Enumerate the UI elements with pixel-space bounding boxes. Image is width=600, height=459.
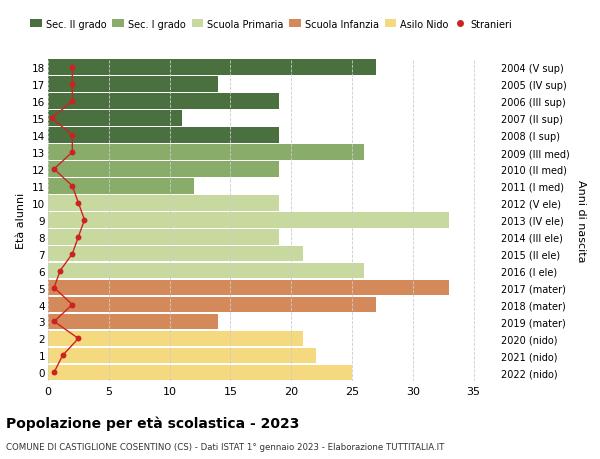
Y-axis label: Età alunni: Età alunni: [16, 192, 26, 248]
Point: [74, 335, 83, 342]
Bar: [48, 246, 304, 262]
Bar: [48, 196, 279, 211]
Bar: [48, 297, 376, 313]
Point: [68, 251, 77, 258]
Point: [58, 352, 67, 359]
Point: [68, 64, 77, 72]
Bar: [48, 348, 316, 364]
Bar: [48, 111, 182, 127]
Point: [74, 234, 83, 241]
Bar: [48, 213, 449, 228]
Point: [47, 115, 56, 123]
Text: COMUNE DI CASTIGLIONE COSENTINO (CS) - Dati ISTAT 1° gennaio 2023 - Elaborazione: COMUNE DI CASTIGLIONE COSENTINO (CS) - D…: [6, 442, 445, 451]
Bar: [48, 365, 352, 381]
Point: [68, 81, 77, 89]
Text: Popolazione per età scolastica - 2023: Popolazione per età scolastica - 2023: [6, 415, 299, 430]
Bar: [48, 331, 304, 347]
Bar: [48, 162, 279, 177]
Point: [49, 318, 59, 325]
Point: [49, 369, 59, 376]
Bar: [48, 314, 218, 330]
Point: [68, 183, 77, 190]
Point: [68, 149, 77, 157]
Point: [68, 98, 77, 106]
Legend: Sec. II grado, Sec. I grado, Scuola Primaria, Scuola Infanzia, Asilo Nido, Stran: Sec. II grado, Sec. I grado, Scuola Prim…: [31, 20, 512, 29]
Y-axis label: Anni di nascita: Anni di nascita: [576, 179, 586, 262]
Bar: [48, 128, 279, 144]
Bar: [48, 263, 364, 279]
Point: [68, 132, 77, 140]
Bar: [48, 145, 364, 161]
Point: [55, 268, 65, 275]
Bar: [48, 230, 279, 245]
Point: [74, 200, 83, 207]
Bar: [48, 179, 194, 194]
Bar: [48, 94, 279, 110]
Point: [49, 284, 59, 291]
Bar: [48, 60, 376, 76]
Bar: [48, 280, 449, 296]
Bar: [48, 77, 218, 93]
Point: [49, 166, 59, 173]
Point: [80, 217, 89, 224]
Point: [68, 301, 77, 308]
